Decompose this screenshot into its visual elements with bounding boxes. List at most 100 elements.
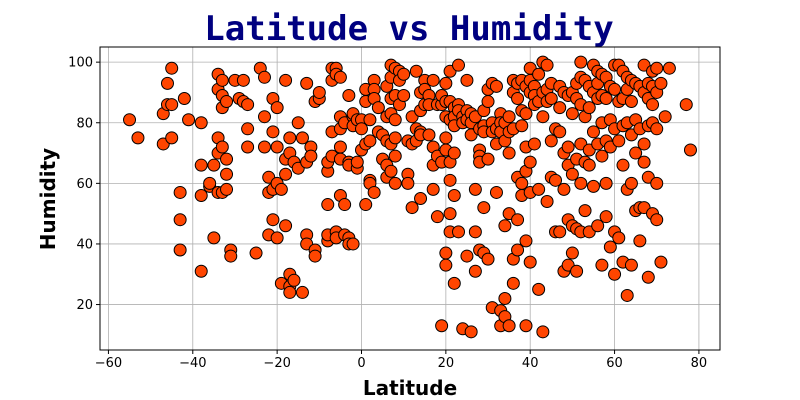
- data-point: [464, 325, 478, 339]
- data-point: [641, 270, 655, 284]
- data-point: [342, 88, 356, 102]
- data-point: [527, 137, 541, 151]
- data-point: [279, 73, 293, 87]
- data-point: [257, 140, 271, 154]
- data-point: [540, 195, 554, 209]
- data-point: [397, 88, 411, 102]
- data-point: [363, 113, 377, 127]
- data-point: [257, 70, 271, 84]
- data-point: [460, 249, 474, 263]
- data-point: [574, 176, 588, 190]
- data-point: [532, 182, 546, 196]
- data-point: [582, 158, 596, 172]
- data-point: [650, 122, 664, 136]
- data-point: [350, 155, 364, 169]
- data-point: [489, 79, 503, 93]
- data-point: [414, 192, 428, 205]
- data-point: [629, 146, 643, 160]
- data-point: [359, 198, 373, 212]
- data-point: [519, 234, 533, 248]
- data-point: [165, 61, 179, 75]
- data-point: [586, 125, 600, 139]
- data-point: [426, 182, 440, 196]
- x-tick-label: 60: [606, 356, 623, 371]
- data-point: [194, 158, 208, 172]
- data-point: [624, 176, 638, 190]
- data-point: [194, 264, 208, 278]
- data-point: [304, 149, 318, 163]
- data-point: [468, 264, 482, 278]
- data-point: [241, 98, 255, 112]
- data-point: [498, 219, 512, 233]
- data-point: [270, 140, 284, 154]
- plot-frame: [99, 46, 721, 351]
- data-point: [194, 116, 208, 130]
- data-point: [308, 249, 322, 263]
- data-point: [489, 185, 503, 199]
- data-point: [468, 182, 482, 196]
- data-point: [654, 255, 668, 269]
- data-point: [274, 182, 288, 196]
- data-point: [549, 173, 563, 187]
- data-point: [287, 273, 301, 287]
- data-point: [612, 231, 626, 245]
- data-point: [388, 113, 402, 127]
- y-axis-label: Humidity: [36, 148, 60, 250]
- data-point: [565, 167, 579, 181]
- data-point: [401, 176, 415, 190]
- data-point: [612, 134, 626, 148]
- data-point: [591, 219, 605, 233]
- data-point: [553, 101, 567, 115]
- y-tick-label: 60: [76, 177, 93, 192]
- data-point: [662, 61, 676, 75]
- data-point: [637, 155, 651, 169]
- data-point: [561, 140, 575, 154]
- data-point: [511, 92, 525, 106]
- data-point: [257, 110, 271, 124]
- data-point: [338, 198, 352, 212]
- data-point: [570, 264, 584, 278]
- data-point: [477, 201, 491, 215]
- data-point: [553, 225, 567, 239]
- data-point: [439, 258, 453, 272]
- data-point: [536, 110, 550, 124]
- data-point: [367, 185, 381, 199]
- axis-ticks: −60 −40 −20 0 20 40 60 80 20 40 60 80 100: [68, 56, 707, 371]
- data-point: [460, 73, 474, 87]
- data-point: [182, 113, 196, 127]
- y-tick-label: 80: [76, 116, 93, 131]
- data-point: [363, 134, 377, 148]
- data-point: [443, 173, 457, 187]
- data-point: [279, 167, 293, 181]
- data-point: [165, 98, 179, 112]
- data-point: [468, 225, 482, 239]
- data-point: [481, 152, 495, 166]
- data-point: [557, 182, 571, 196]
- data-point: [637, 137, 651, 151]
- data-point: [616, 158, 630, 172]
- data-point: [498, 291, 512, 305]
- data-point: [283, 131, 297, 145]
- data-point: [173, 185, 187, 199]
- data-point: [646, 98, 660, 112]
- data-point: [333, 140, 347, 154]
- x-tick-label: 20: [438, 356, 455, 371]
- data-point: [321, 198, 335, 212]
- data-point: [194, 188, 208, 202]
- data-point: [624, 95, 638, 109]
- data-point: [447, 276, 461, 290]
- data-point: [511, 213, 525, 227]
- data-point: [532, 67, 546, 81]
- data-point: [220, 95, 234, 109]
- data-point: [249, 246, 263, 260]
- data-point: [439, 246, 453, 260]
- x-tick-label: −40: [179, 356, 206, 371]
- data-point: [452, 58, 466, 72]
- data-point: [481, 252, 495, 266]
- data-point: [236, 73, 250, 87]
- data-point: [481, 95, 495, 109]
- data-point: [405, 201, 419, 215]
- data-point: [447, 146, 461, 160]
- data-point: [388, 131, 402, 145]
- data-points: [123, 55, 697, 339]
